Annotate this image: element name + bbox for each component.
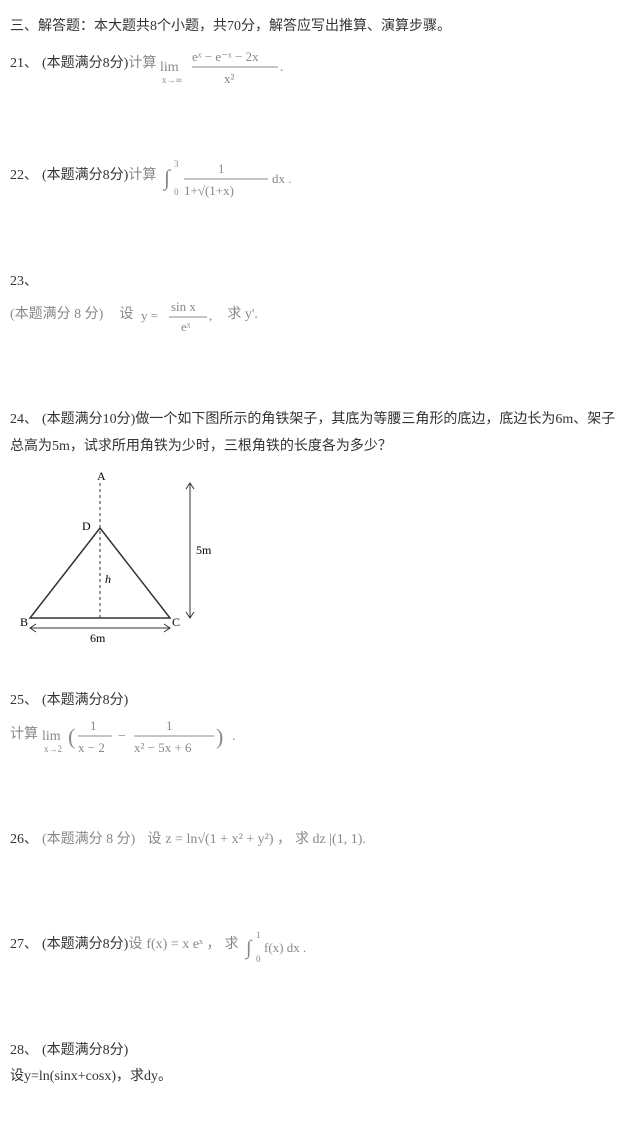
q26-num: 26、	[10, 827, 38, 854]
q23-set: 设	[119, 302, 133, 329]
question-22: 22、 (本题满分8分) 计算 ∫ 3 0 1 1+√(1+x) dx .	[10, 157, 630, 197]
q27-set: 设	[128, 932, 142, 959]
svg-text:∫: ∫	[162, 165, 172, 191]
q27-formula: ∫ 1 0 f(x) dx .	[242, 926, 332, 966]
q28-body: 设y=ln(sinx+cosx)，求dy。	[10, 1064, 630, 1091]
q22-prefix: (本题满分8分)	[42, 163, 128, 190]
question-23: 23、 (本题满分 8 分) 设 y = sin x eˣ , 求 y'.	[10, 269, 630, 336]
question-27: 27、 (本题满分8分) 设 f(x) = x eˣ ， 求 ∫ 1 0 f(x…	[10, 926, 630, 966]
svg-text:lim: lim	[42, 729, 61, 744]
svg-text:): )	[216, 724, 223, 749]
q26-prefix: (本题满分 8 分)	[42, 827, 135, 854]
svg-text:0: 0	[174, 187, 179, 197]
q23-prefix: (本题满分 8 分)	[10, 302, 103, 329]
svg-text:eˣ − e⁻ˣ − 2x: eˣ − e⁻ˣ − 2x	[192, 49, 259, 64]
q21-prefix: (本题满分8分)	[42, 51, 128, 78]
q27-num: 27、	[10, 932, 38, 959]
q22-calc: 计算	[128, 163, 156, 190]
q28-prefix: (本题满分8分)	[42, 1038, 128, 1065]
q21-formula: lim x→∞ eˣ − e⁻ˣ − 2x x² .	[160, 45, 290, 85]
svg-text:sin x: sin x	[171, 299, 196, 314]
question-21: 21、 (本题满分8分) 计算 lim x→∞ eˣ − e⁻ˣ − 2x x²…	[10, 45, 630, 85]
q21-num: 21、	[10, 51, 38, 78]
q25-formula: lim x→2 ( 1 x − 2 − 1 x² − 5x + 6 ) .	[42, 715, 252, 755]
q24-num: 24、	[10, 407, 38, 434]
question-26: 26、 (本题满分 8 分) 设 z = ln√(1 + x² + y²) ， …	[10, 827, 630, 854]
svg-text:∫: ∫	[244, 937, 253, 960]
q26-find: 求 dz |(1, 1).	[295, 827, 366, 854]
q23-formula: y = sin x eˣ ,	[137, 295, 227, 335]
svg-text:x − 2: x − 2	[78, 740, 105, 755]
svg-text:lim: lim	[160, 60, 179, 75]
svg-text:eˣ: eˣ	[181, 319, 191, 334]
svg-text:−: −	[118, 729, 126, 744]
q25-num: 25、	[10, 688, 38, 715]
svg-text:0: 0	[256, 954, 261, 964]
q27-find: 求	[224, 932, 238, 959]
svg-text:x→∞: x→∞	[162, 75, 182, 85]
q25-prefix: (本题满分8分)	[42, 688, 128, 715]
svg-text:A: A	[97, 469, 106, 483]
q26-set: 设	[147, 827, 161, 854]
q23-find: 求 y'.	[227, 302, 258, 329]
svg-text:.: .	[280, 60, 284, 75]
q22-num: 22、	[10, 163, 38, 190]
svg-text:,: ,	[209, 308, 212, 323]
question-28: 28、 (本题满分8分) 设y=ln(sinx+cosx)，求dy。	[10, 1038, 630, 1091]
svg-text:h: h	[105, 572, 111, 586]
svg-text:1: 1	[90, 718, 97, 733]
svg-text:6m: 6m	[90, 631, 106, 645]
svg-text:x²: x²	[224, 71, 235, 86]
svg-text:1+√(1+x): 1+√(1+x)	[184, 183, 234, 198]
q24-prefix: (本题满分10分)	[42, 407, 135, 434]
svg-text:y =: y =	[141, 308, 158, 323]
q24-diagram: A B C D h 6m 5m	[10, 468, 240, 648]
q22-formula: ∫ 3 0 1 1+√(1+x) dx .	[160, 157, 310, 197]
q23-num: 23、	[10, 269, 630, 296]
svg-text:C: C	[172, 615, 180, 629]
svg-text:1: 1	[256, 930, 261, 940]
svg-text:x→2: x→2	[44, 744, 62, 754]
question-25: 25、 (本题满分8分) 计算 lim x→2 ( 1 x − 2 − 1 x²…	[10, 688, 630, 755]
svg-text:5m: 5m	[196, 543, 212, 557]
svg-text:(: (	[68, 724, 75, 749]
q27-f: f(x) = x eˣ ，	[146, 932, 220, 959]
q26-formula: z = ln√(1 + x² + y²) ，	[165, 827, 291, 854]
svg-text:dx .: dx .	[272, 171, 292, 186]
svg-text:1: 1	[166, 718, 173, 733]
svg-text:x² − 5x + 6: x² − 5x + 6	[134, 740, 192, 755]
svg-text:f(x) dx .: f(x) dx .	[264, 940, 306, 955]
svg-text:1: 1	[218, 161, 225, 176]
svg-text:3: 3	[174, 159, 179, 169]
q21-calc: 计算	[128, 51, 156, 78]
q24-line2: 总高为5m，试求所用角铁为少时，三根角铁的长度各为多少？	[10, 434, 630, 461]
question-24: 24、 (本题满分10分) 做一个如下图所示的角铁架子，其底为等腰三角形的底边，…	[10, 407, 630, 648]
q27-prefix: (本题满分8分)	[42, 932, 128, 959]
svg-text:D: D	[82, 519, 91, 533]
svg-text:.: .	[232, 729, 236, 744]
section-header: 三、解答题：本大题共8个小题，共70分，解答应写出推算、演算步骤。	[10, 14, 630, 41]
q28-num: 28、	[10, 1038, 38, 1065]
q25-calc: 计算	[10, 722, 38, 749]
q24-body: 做一个如下图所示的角铁架子，其底为等腰三角形的底边，底边长为6m、架子	[135, 407, 615, 434]
svg-text:B: B	[20, 615, 28, 629]
